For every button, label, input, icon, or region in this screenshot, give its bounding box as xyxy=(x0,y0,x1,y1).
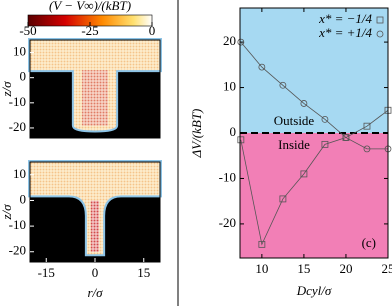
y-axis-label: ΔV/(kBT) xyxy=(189,109,204,159)
marker xyxy=(258,240,266,248)
pore-potential xyxy=(82,70,108,126)
tick-label: 10 xyxy=(223,79,236,94)
marker xyxy=(300,100,308,107)
tick-label: 0 xyxy=(20,69,27,84)
annotation: Inside xyxy=(278,137,310,152)
tick-label: -25 xyxy=(81,23,98,38)
tick-label: 10 xyxy=(13,44,26,59)
panel-frame xyxy=(29,39,161,139)
legend-marker xyxy=(376,16,384,24)
marker xyxy=(300,170,308,178)
panel-label: (b) xyxy=(136,241,151,256)
legend-marker xyxy=(376,30,384,38)
tick-label: -10 xyxy=(9,94,26,109)
plot-frame xyxy=(239,7,389,259)
tick-label: 10 xyxy=(255,261,268,276)
x-axis-label: r/σ xyxy=(87,285,103,300)
marker xyxy=(363,145,371,153)
legend-label: x* = +1/4 xyxy=(318,25,372,40)
colorbar-label: (V − V∞)/(kBT) xyxy=(49,0,131,13)
panel-label: (a) xyxy=(137,117,151,132)
marker xyxy=(258,63,266,71)
marker xyxy=(321,115,329,123)
tick-label: 0 xyxy=(92,265,99,280)
y-axis-label: z/σ xyxy=(0,81,14,98)
marker xyxy=(279,81,287,89)
tick-label: 20 xyxy=(339,261,352,276)
marker xyxy=(279,195,287,203)
tick-label: 15 xyxy=(137,265,150,280)
tick-label: 25 xyxy=(382,261,392,276)
tick-label: -20 xyxy=(9,243,26,258)
tick-label: -15 xyxy=(38,265,55,280)
tick-label: 0 xyxy=(149,23,156,38)
pore-potential xyxy=(90,200,100,252)
series-line xyxy=(240,41,388,150)
y-axis-label: z/σ xyxy=(0,204,14,221)
marker xyxy=(342,134,350,141)
region-inside xyxy=(240,133,388,258)
tick-label: -10 xyxy=(219,169,236,184)
x-axis-label: Dcyl/σ xyxy=(296,283,332,298)
tick-label: -20 xyxy=(9,119,26,134)
marker xyxy=(321,140,329,148)
series-line xyxy=(240,109,389,246)
legend-label: x* = −1/4 xyxy=(318,11,372,26)
marker xyxy=(237,136,245,144)
marker xyxy=(363,122,371,130)
tick-label: 10 xyxy=(13,166,26,181)
annotation: Outside xyxy=(274,113,315,128)
region-outside xyxy=(240,8,388,133)
annotation: (c) xyxy=(362,235,376,250)
tick-label: -20 xyxy=(219,215,236,230)
tick-label: -10 xyxy=(9,217,26,232)
tick-label: 20 xyxy=(223,33,236,48)
tick-label: 0 xyxy=(20,191,27,206)
tick-label: -50 xyxy=(19,23,36,38)
tick-label: 15 xyxy=(297,261,310,276)
marker xyxy=(237,38,245,46)
tick-label: 0 xyxy=(230,124,237,139)
